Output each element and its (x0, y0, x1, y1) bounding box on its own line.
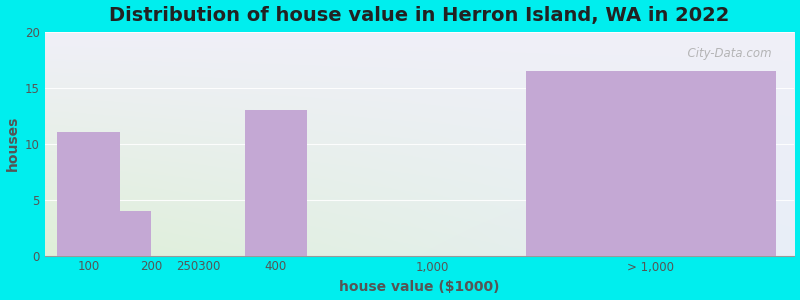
Y-axis label: houses: houses (6, 116, 19, 171)
Bar (58, 133, 120, 256)
Text: City-Data.com: City-Data.com (680, 47, 772, 60)
Title: Distribution of house value in Herron Island, WA in 2022: Distribution of house value in Herron Is… (110, 6, 730, 25)
Bar (245, 110, 307, 256)
Bar (120, 211, 151, 256)
Bar (526, 71, 776, 256)
X-axis label: house value ($1000): house value ($1000) (339, 280, 500, 294)
